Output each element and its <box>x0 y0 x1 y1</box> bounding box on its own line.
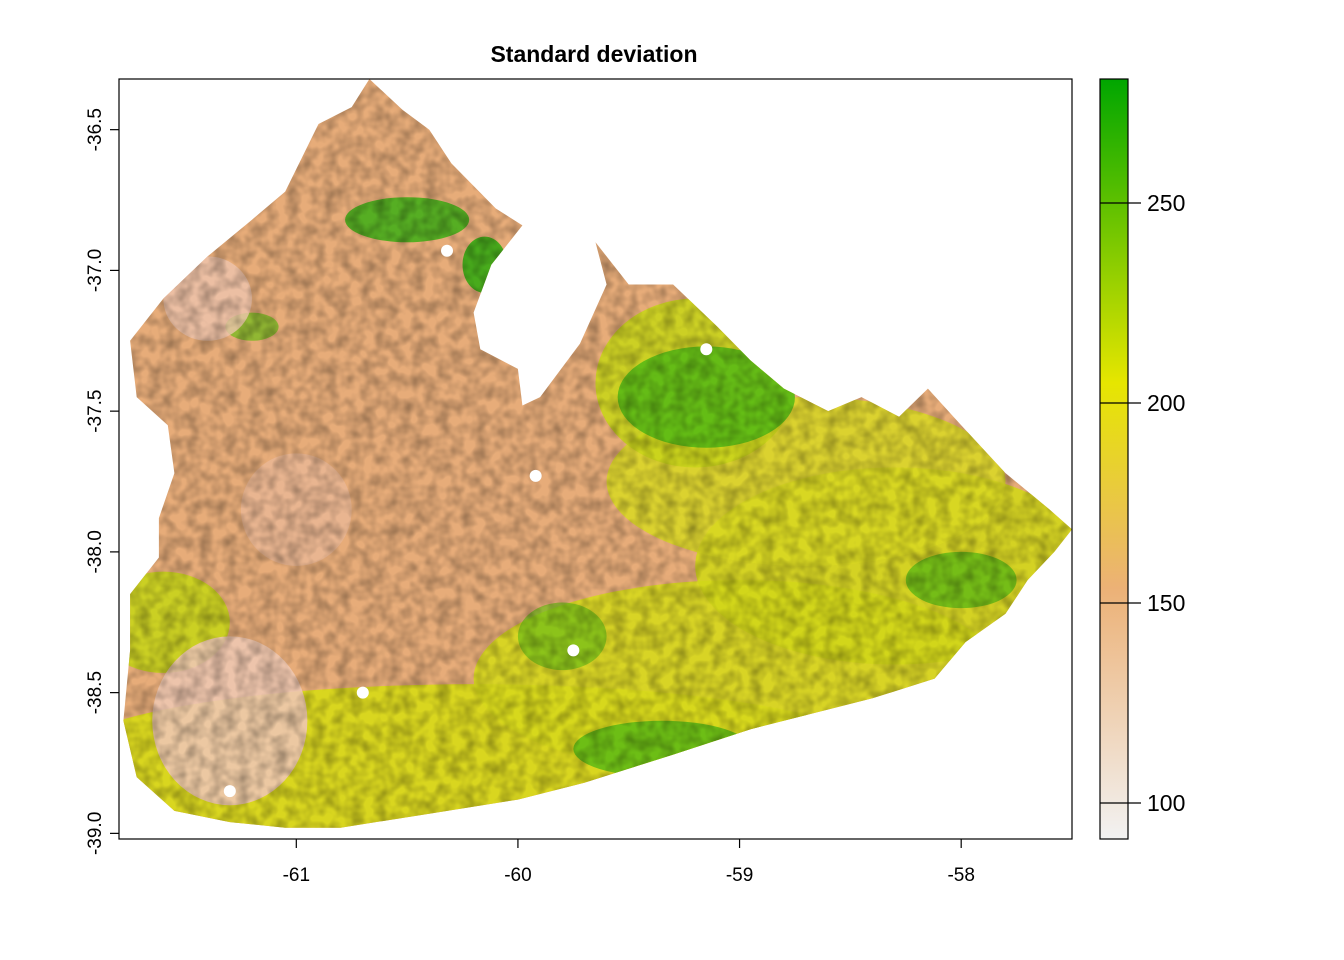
y-tick-label: -37.5 <box>85 389 106 432</box>
plot-frame <box>118 78 1073 840</box>
map-title: Standard deviation <box>490 41 697 67</box>
raster-texture <box>123 79 1072 828</box>
nodata-hole <box>529 469 542 482</box>
legend-frame <box>1099 78 1129 840</box>
x-tick-label: -61 <box>283 865 310 886</box>
nodata-hole <box>441 244 454 257</box>
legend-tick-label: 250 <box>1147 190 1185 216</box>
legend-tick-label: 200 <box>1147 390 1185 416</box>
nodata-hole <box>700 343 713 356</box>
nodata-hole <box>567 644 580 657</box>
y-tick-label: -38.0 <box>85 530 106 573</box>
legend-tick-label: 150 <box>1147 590 1185 616</box>
y-tick-label: -39.0 <box>85 812 106 855</box>
y-axis: -36.5 -37.0 -37.5 -38.0 -38.5 -39.0 <box>85 108 119 855</box>
y-tick-label: -37.0 <box>85 249 106 292</box>
y-tick-label: -38.5 <box>85 671 106 714</box>
color-legend: 100 150 200 250 <box>1099 78 1185 840</box>
x-tick-label: -59 <box>726 865 753 886</box>
raster-layer <box>123 79 1072 828</box>
nodata-hole <box>223 785 236 798</box>
y-tick-label: -36.5 <box>85 108 106 151</box>
x-tick-label: -58 <box>947 865 974 886</box>
x-axis: -61 -60 -59 -58 <box>283 839 975 886</box>
x-tick-label: -60 <box>504 865 531 886</box>
legend-colorbar <box>1100 79 1128 839</box>
nodata-hole <box>356 686 369 699</box>
legend-ticks: 100 150 200 250 <box>1100 190 1185 816</box>
nodata-holes <box>223 244 713 798</box>
legend-tick-label: 100 <box>1147 790 1185 816</box>
